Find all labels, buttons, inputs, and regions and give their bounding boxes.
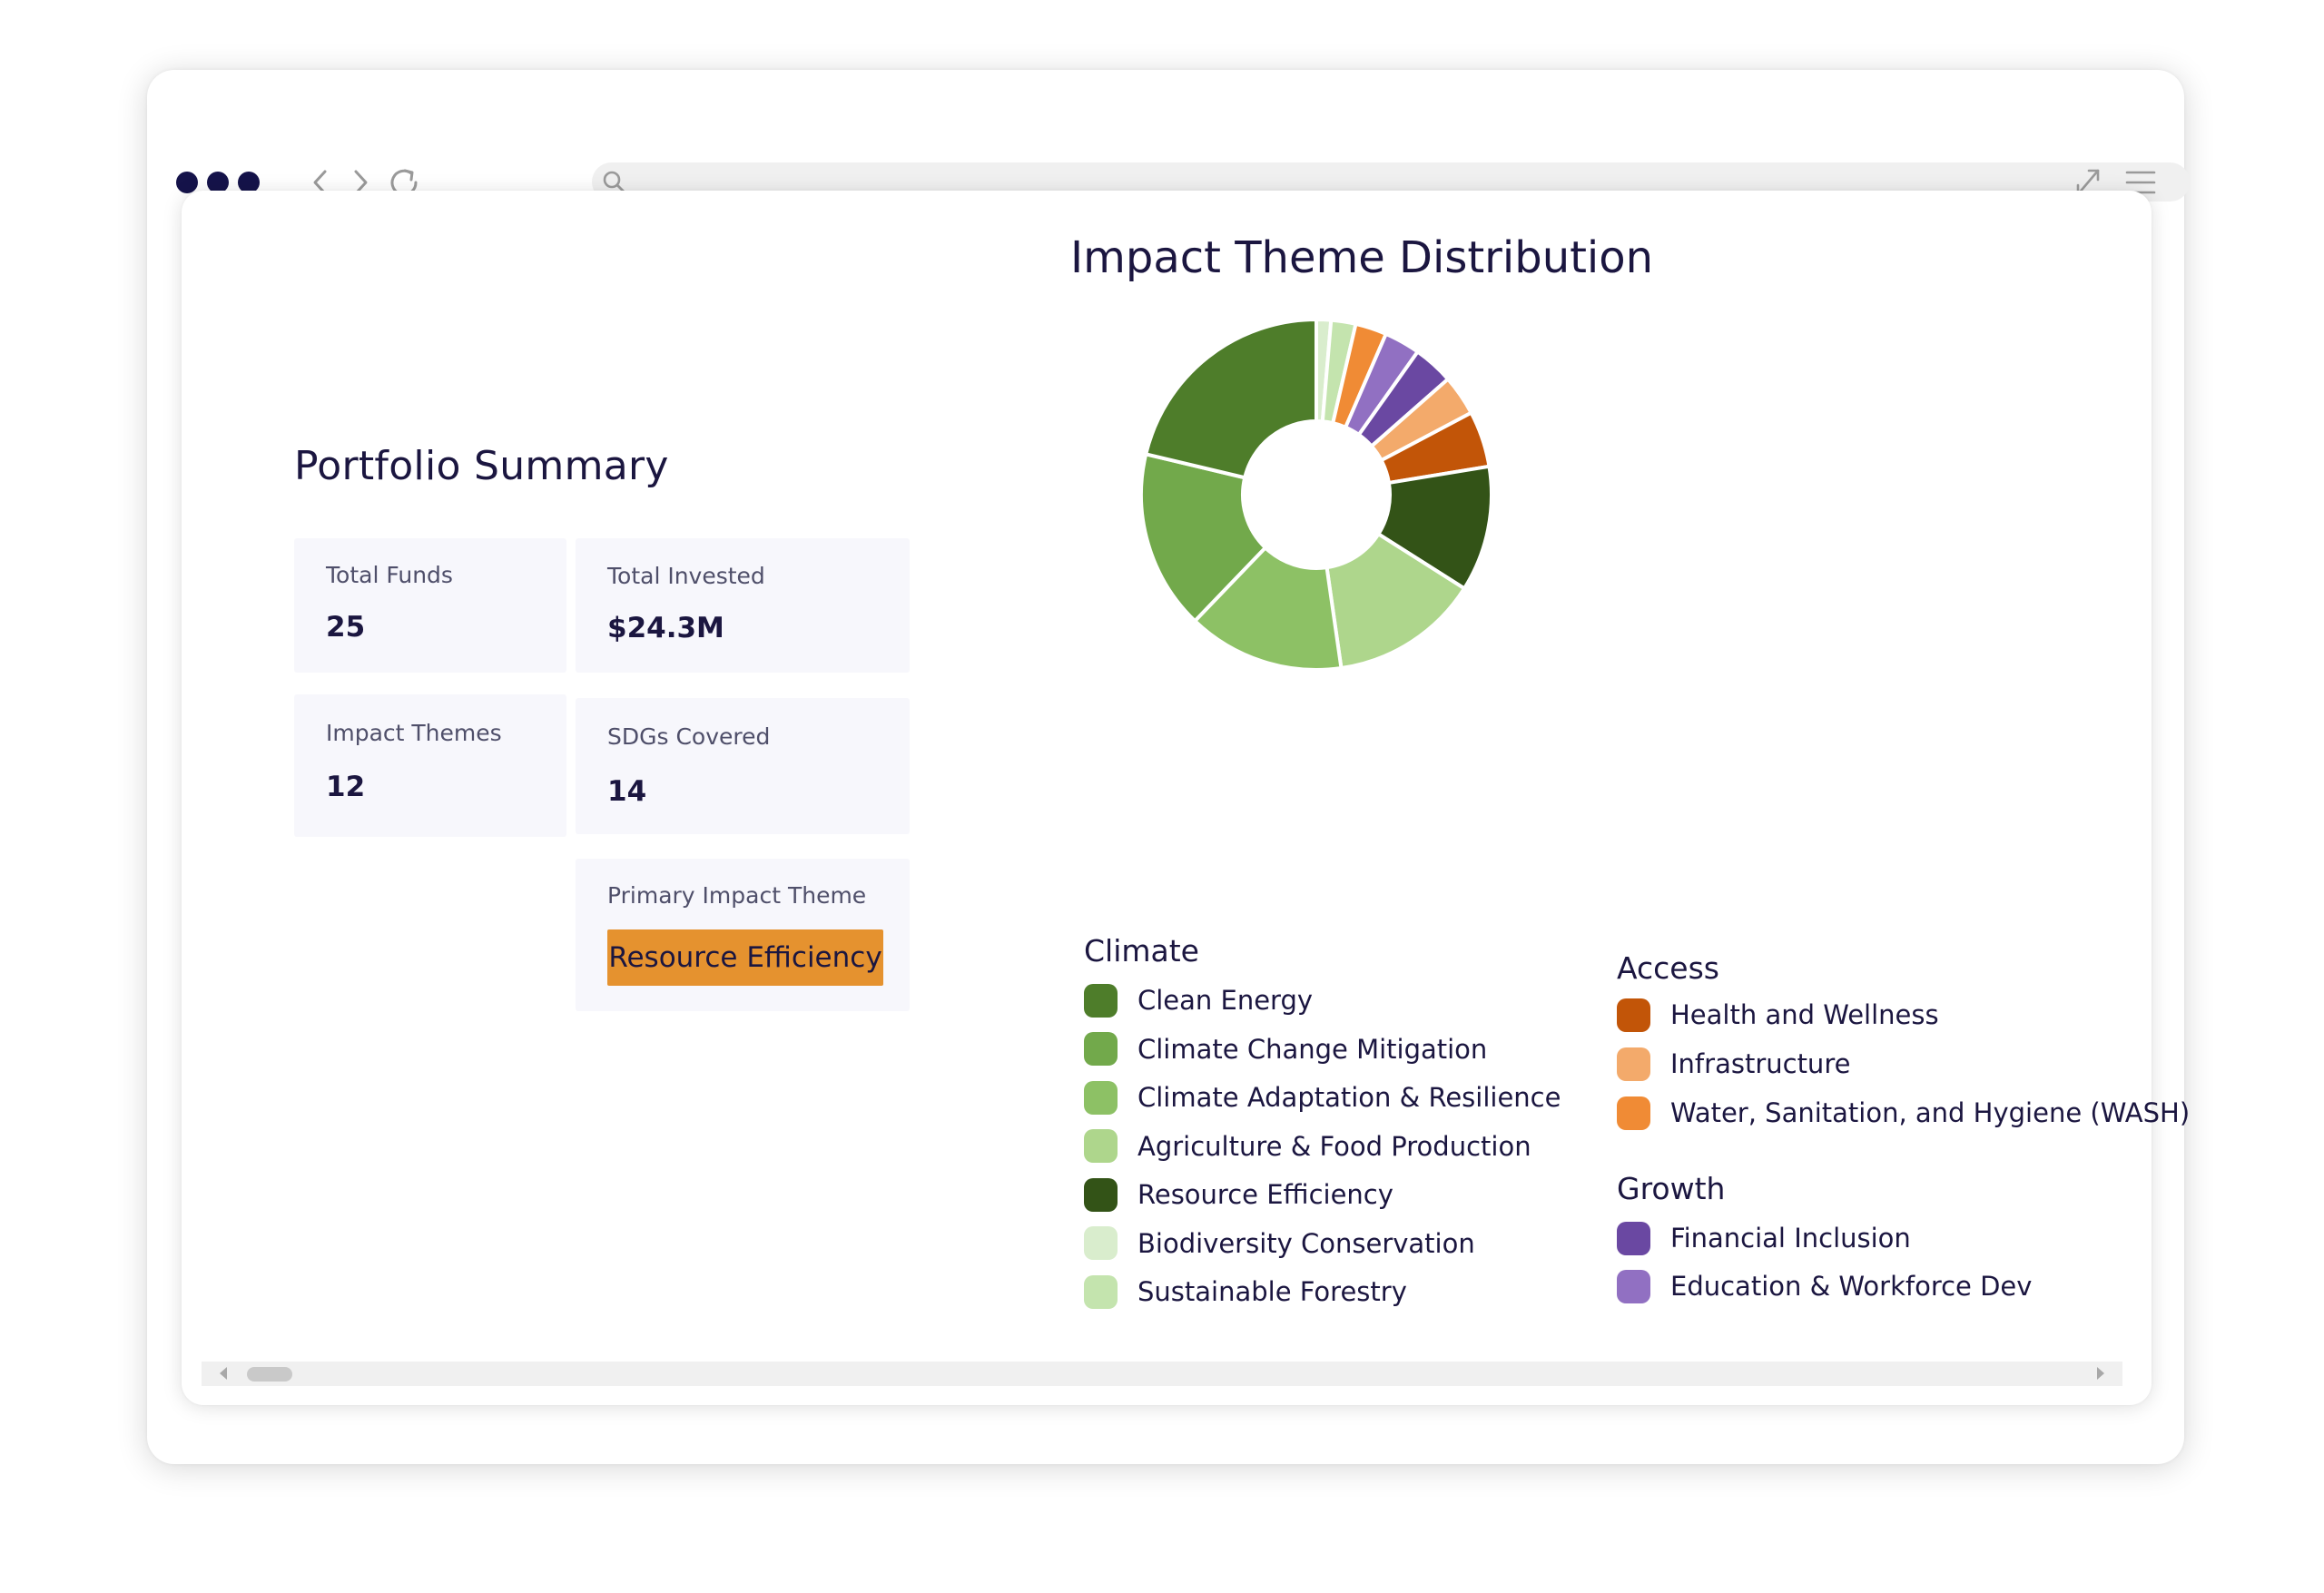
total-funds-label: Total Funds [326,562,453,588]
legend-swatch [1084,1032,1118,1066]
impact-themes-label: Impact Themes [326,720,502,746]
legend-heading-climate: Climate [1084,933,1199,969]
legend-item[interactable]: Sustainable Forestry [1084,1272,1407,1312]
legend-label: Clean Energy [1137,985,1314,1016]
back-icon[interactable] [307,162,334,202]
legend-swatch [1617,1096,1650,1130]
legend-label: Water, Sanitation, and Hygiene (WASH) [1670,1097,2191,1128]
legend-label: Education & Workforce Dev [1670,1271,2033,1302]
legend-label: Biodiversity Conservation [1137,1227,1475,1259]
total-invested-card: Total Invested $24.3M [576,538,910,673]
legend-item[interactable]: Climate Change Mitigation [1084,1029,1487,1069]
legend-item[interactable]: Infrastructure [1617,1044,1850,1084]
legend-swatch [1084,1226,1118,1260]
search-icon [603,171,625,193]
legend-item[interactable]: Climate Adaptation & Resilience [1084,1077,1561,1117]
total-funds-card: Total Funds 25 [294,538,566,673]
legend-label: Financial Inclusion [1670,1223,1911,1254]
dots-icon[interactable] [176,172,198,193]
legend-swatch [1084,1177,1118,1212]
legend-swatch [1084,1129,1118,1163]
sdgs-covered-value: 14 [607,775,647,808]
legend-item[interactable]: Health and Wellness [1617,995,1939,1035]
donut-slice-9[interactable] [1193,546,1344,672]
total-invested-value: $24.3M [607,612,724,644]
total-funds-value: 25 [326,611,366,644]
primary-theme-badge: Resource Efficiency [607,929,883,986]
donut-slice-7[interactable] [1376,464,1493,591]
legend-label: Climate Adaptation & Resilience [1137,1082,1561,1113]
reload-icon[interactable] [387,162,423,202]
legend-label: Infrastructure [1670,1048,1851,1079]
primary-theme-card: Primary Impact Theme Resource Efficiency [576,859,910,1011]
legend-label: Resource Efficiency [1137,1179,1393,1210]
legend-swatch [1084,1274,1118,1309]
legend-item[interactable]: Biodiversity Conservation [1084,1224,1475,1264]
legend-label: Climate Change Mitigation [1137,1033,1488,1065]
legend-label: Agriculture & Food Production [1137,1130,1531,1162]
sdgs-covered-card: SDGs Covered 14 [576,698,910,834]
legend-heading-access: Access [1617,950,1719,986]
legend-swatch [1617,1221,1650,1255]
chart-title: Impact Theme Distribution [1069,232,1654,283]
legend-label: Health and Wellness [1670,999,1939,1030]
donut-slice-8[interactable] [1324,532,1467,671]
total-invested-label: Total Invested [607,563,765,589]
horizontal-scrollbar[interactable] [202,1362,2122,1386]
dots-icon[interactable] [207,172,229,193]
legend-item[interactable]: Clean Energy [1084,980,1313,1020]
legend-heading-growth: Growth [1617,1171,1726,1206]
legend-swatch [1617,998,1650,1032]
impact-themes-card: Impact Themes 12 [294,694,566,837]
legend-item[interactable]: Water, Sanitation, and Hygiene (WASH) [1617,1093,2190,1133]
scroll-thumb[interactable] [247,1367,292,1382]
sdgs-covered-label: SDGs Covered [607,723,771,750]
legend-item[interactable]: Education & Workforce Dev [1617,1266,2032,1306]
primary-theme-label: Primary Impact Theme [607,882,867,909]
scroll-left-icon[interactable] [220,1367,227,1380]
legend-swatch [1084,1080,1118,1115]
legend-item[interactable]: Resource Efficiency [1084,1175,1393,1214]
impact-donut-chart [1139,318,1493,672]
portfolio-summary-title: Portfolio Summary [294,443,669,489]
legend-item[interactable]: Agriculture & Food Production [1084,1126,1531,1166]
dots-icon[interactable] [238,172,260,193]
legend-label: Sustainable Forestry [1137,1276,1407,1307]
donut-slice-11[interactable] [1144,318,1318,480]
impact-themes-value: 12 [326,771,366,803]
legend-swatch [1617,1047,1650,1081]
legend-swatch [1617,1269,1650,1303]
donut-slice-10[interactable] [1139,452,1267,624]
forward-icon[interactable] [347,162,374,202]
legend-item[interactable]: Financial Inclusion [1617,1218,1911,1258]
legend-swatch [1084,983,1118,1018]
scroll-right-icon[interactable] [2097,1367,2104,1380]
